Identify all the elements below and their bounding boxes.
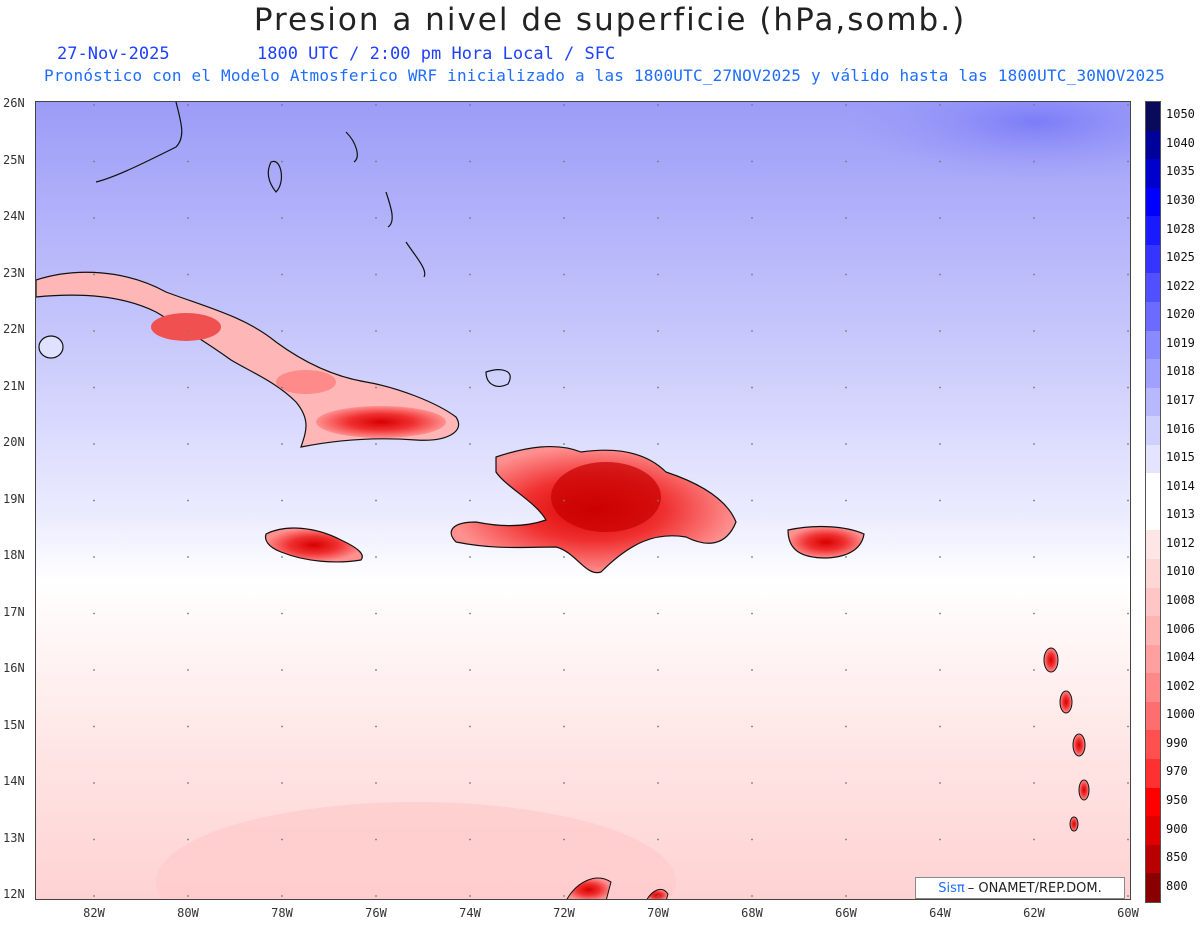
model-info: Pronóstico con el Modelo Atmosferico WRF… [44,66,1165,85]
colorbar-swatch [1146,159,1160,188]
lon-label: 76W [365,906,387,920]
colorbar-swatch [1146,816,1160,845]
colorbar-swatch [1146,616,1160,645]
lat-label: 26N [3,96,25,110]
lat-label: 22N [3,322,25,336]
colorbar-label: 1035 [1166,164,1195,179]
lon-label: 74W [459,906,481,920]
forecast-time: 1800 UTC / 2:00 pm Hora Local / SFC [257,44,616,64]
colorbar-label: 1008 [1166,593,1195,607]
colorbar-label: 1015 [1166,450,1195,465]
colorbar-swatch [1146,758,1160,788]
colorbar-swatch [1146,244,1160,274]
lat-label: 21N [3,379,25,393]
colorbar-label: 1020 [1166,307,1195,322]
map-title: Presion a nivel de superficie (hPa,somb.… [253,2,967,38]
colorbar-swatch [1146,730,1160,759]
colorbar-swatch [1146,673,1160,702]
colorbar-swatch [1146,873,1160,902]
colorbar-swatch [1146,387,1160,417]
colorbar-label: 1030 [1166,193,1195,207]
lon-label: 80W [177,906,199,920]
colorbar-label: 1040 [1166,135,1195,150]
lat-label: 19N [3,492,25,506]
lat-label: 14N [3,774,25,788]
colorbar-label: 1010 [1166,564,1195,579]
lat-label: 15N [3,718,25,732]
colorbar-swatch [1146,444,1160,474]
colorbar-label: 1000 [1166,707,1195,722]
colorbar-label: 1025 [1166,250,1195,265]
colorbar-label: 1006 [1166,621,1195,636]
colorbar-swatch [1146,844,1160,874]
colorbar-swatch [1146,501,1160,531]
colorbar-label: 800 [1166,878,1188,893]
lat-label: 25N [3,153,25,167]
colorbar-label: 1012 [1166,535,1195,550]
colorbar-swatch [1146,416,1160,445]
lat-label: 24N [3,209,25,223]
colorbar-swatch [1146,102,1160,131]
colorbar-label: 1018 [1166,364,1195,379]
lat-label: 20N [3,435,25,449]
credit-box: Sisπ – ONAMET/REP.DOM. [915,877,1125,899]
colorbar-label: 1004 [1166,650,1195,665]
colorbar-label: 970 [1166,764,1188,779]
colorbar-label: 1013 [1166,507,1195,522]
lon-label: 64W [929,906,951,920]
colorbar [1145,101,1161,903]
colorbar-swatch [1146,359,1160,388]
pressure-map [35,101,1131,900]
colorbar-label: 1028 [1166,221,1195,236]
lat-label: 16N [3,661,25,675]
colorbar-label: 900 [1166,821,1188,836]
lon-label: 72W [553,906,575,920]
colorbar-swatch [1146,273,1160,302]
colorbar-swatch [1146,216,1160,245]
colorbar-swatch [1146,473,1160,502]
colorbar-swatch [1146,301,1160,331]
map-canvas [36,102,1130,899]
lat-label: 23N [3,266,25,280]
colorbar-label: 950 [1166,793,1188,807]
colorbar-swatch [1146,701,1160,731]
lon-label: 78W [271,906,293,920]
lon-label: 62W [1023,906,1045,920]
brand-logo-text: Sisπ [938,880,965,896]
lon-label: 66W [835,906,857,920]
colorbar-swatch [1146,530,1160,559]
colorbar-label: 1050 [1166,107,1195,122]
colorbar-label: 1019 [1166,335,1195,350]
colorbar-swatch [1146,330,1160,360]
colorbar-swatch [1146,559,1160,588]
lon-label: 82W [83,906,105,920]
colorbar-label: 1017 [1166,393,1195,407]
colorbar-label: 990 [1166,735,1188,750]
colorbar-swatch [1146,130,1160,160]
lat-label: 12N [3,887,25,901]
lat-label: 17N [3,605,25,619]
colorbar-swatch [1146,787,1160,817]
lat-label: 18N [3,548,25,562]
forecast-date: 27-Nov-2025 [57,44,170,64]
colorbar-swatch [1146,644,1160,674]
colorbar-label: 1014 [1166,478,1195,493]
colorbar-label: 850 [1166,850,1188,865]
lon-label: 70W [647,906,669,920]
lat-label: 13N [3,831,25,845]
colorbar-swatch [1146,587,1160,617]
credit-text: – ONAMET/REP.DOM. [967,880,1102,896]
lon-label: 60W [1117,906,1139,920]
colorbar-label: 1002 [1166,678,1195,693]
colorbar-label: 1016 [1166,421,1195,436]
lon-label: 68W [741,906,763,920]
colorbar-swatch [1146,187,1160,217]
colorbar-label: 1022 [1166,278,1195,293]
